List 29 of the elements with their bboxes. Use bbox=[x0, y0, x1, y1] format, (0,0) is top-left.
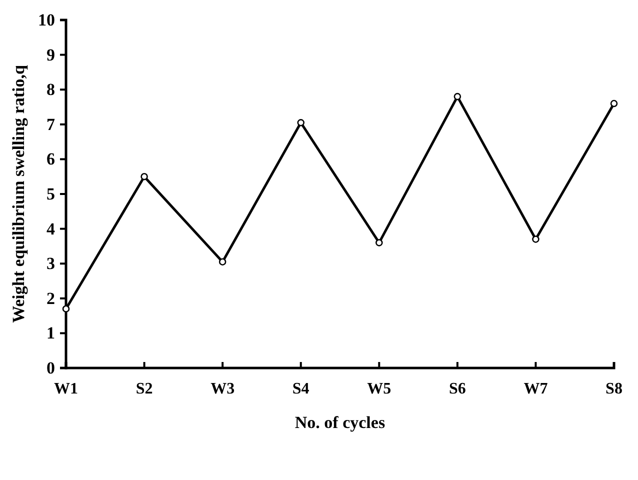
point bbox=[218, 258, 226, 266]
x-tick-label: W3 bbox=[210, 380, 235, 398]
x-tick-label: S2 bbox=[136, 380, 153, 398]
y-tick-label: 9 bbox=[46, 45, 55, 64]
point bbox=[376, 239, 383, 246]
x-tick-label: S8 bbox=[606, 380, 622, 398]
point bbox=[62, 305, 70, 312]
y-tick-label: 1 bbox=[46, 324, 55, 343]
x-tick-label: S6 bbox=[448, 380, 466, 398]
y-tick-label: 10 bbox=[38, 10, 55, 30]
y-tick-label: 5 bbox=[46, 184, 55, 204]
y-tick-label: 4 bbox=[46, 219, 56, 238]
y-tick-label: 0 bbox=[46, 358, 55, 378]
point bbox=[454, 92, 462, 100]
x-tick-label: W5 bbox=[367, 380, 392, 398]
y-tick-label: 6 bbox=[46, 150, 55, 169]
x-tick-label: W7 bbox=[524, 380, 548, 398]
x-axis-title: No. of cycles bbox=[294, 413, 386, 432]
y-tick-label: 3 bbox=[46, 254, 55, 274]
point bbox=[532, 236, 540, 243]
y-tick-label: 8 bbox=[46, 80, 55, 100]
x-tick-label: W1 bbox=[54, 380, 78, 398]
point bbox=[610, 100, 618, 108]
x-tick-label: S4 bbox=[292, 380, 310, 398]
y-tick-label: 7 bbox=[46, 114, 56, 134]
point bbox=[297, 119, 304, 126]
y-tick-label: 2 bbox=[46, 288, 55, 308]
y-axis-title: Weight equilibrium swelling ratio,q bbox=[9, 64, 28, 323]
point bbox=[140, 172, 148, 180]
